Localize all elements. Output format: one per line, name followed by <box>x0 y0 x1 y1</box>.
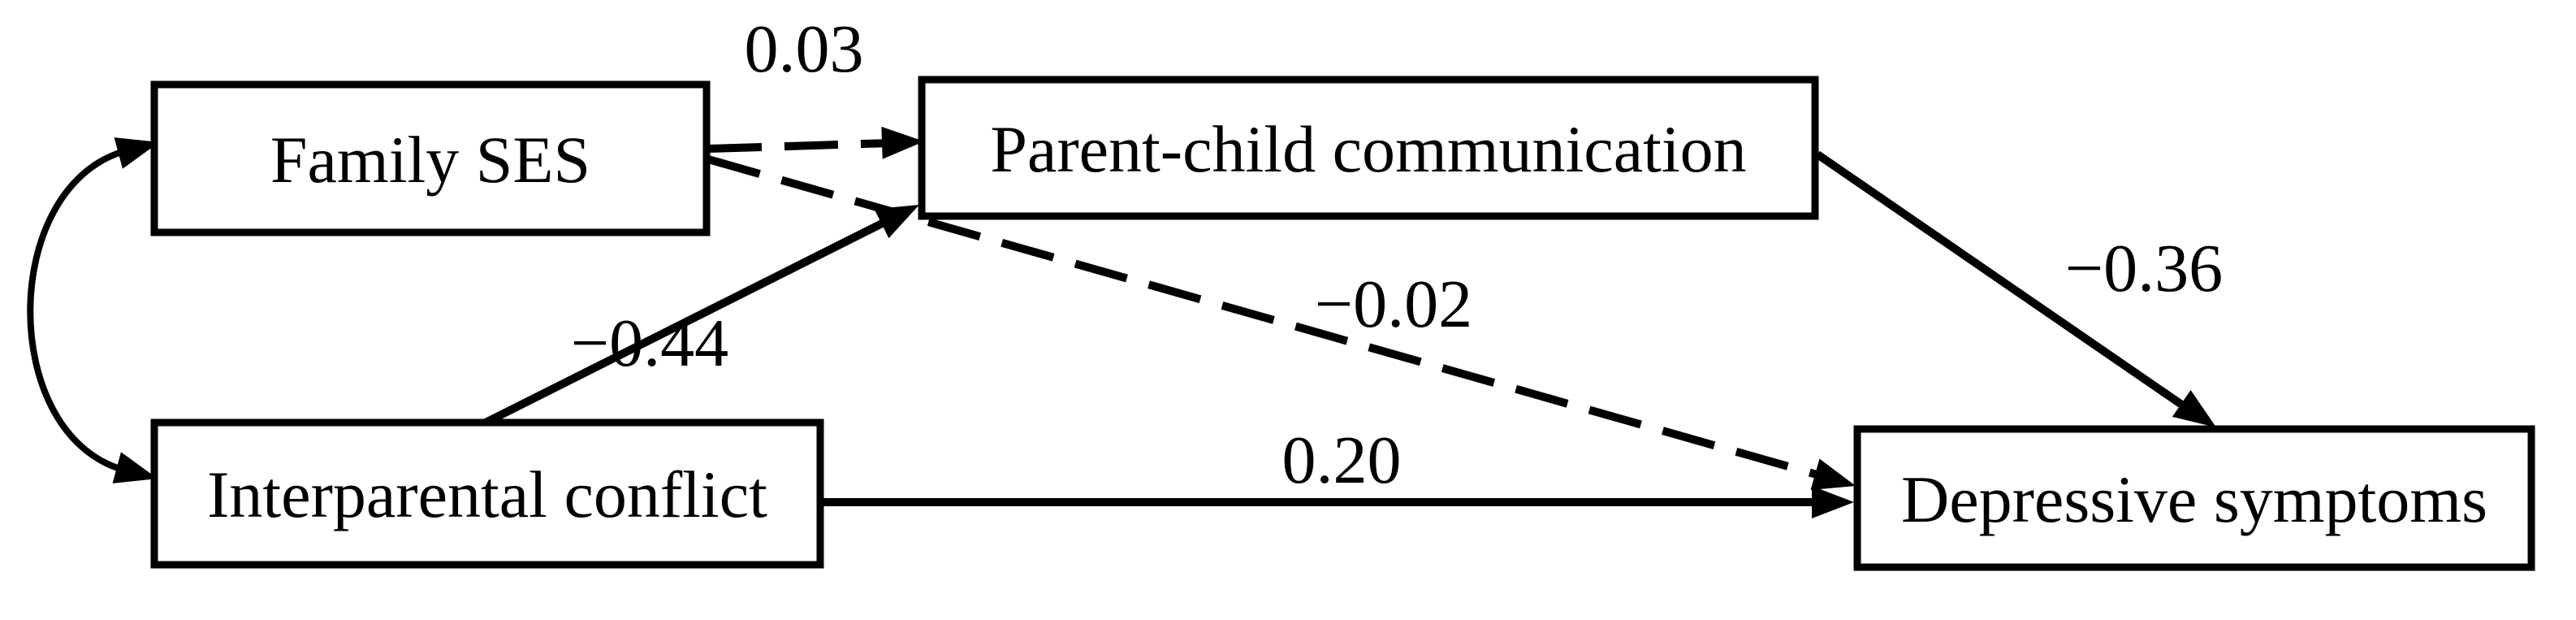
node-box <box>918 76 1819 220</box>
coefficient-label-communication-depressive: −0.36 <box>2065 231 2223 306</box>
solid-line <box>483 218 888 427</box>
edge-conflict-to-communication <box>483 205 919 427</box>
edge-communication-to-depressive <box>1815 150 2216 427</box>
edge-familyses-to-communication <box>707 126 924 159</box>
covariance-curve-line <box>27 149 123 472</box>
node-label: Interparental conflict <box>207 457 767 531</box>
node-label: Depressive symptoms <box>1901 462 2487 536</box>
node-box <box>1853 425 2535 571</box>
coefficient-label-conflict-depressive: 0.20 <box>1282 423 1402 498</box>
edge-conflict-to-depressive <box>822 486 1854 518</box>
node-depressive-symptoms: Depressive symptoms <box>1853 425 2535 571</box>
coefficient-label-ses-communication: 0.03 <box>745 11 864 87</box>
arrowhead-icon <box>1812 486 1854 518</box>
arrowhead-icon <box>114 137 159 169</box>
solid-line <box>1815 150 2185 410</box>
node-parent-child-communication: Parent-child communication <box>918 76 1819 220</box>
arrowhead-icon <box>1810 458 1856 490</box>
edge-covariance-familyses-interparentalconflict <box>27 137 159 483</box>
node-box <box>150 418 824 569</box>
node-label: Parent-child communication <box>990 112 1746 186</box>
node-interparental-conflict: Interparental conflict <box>150 418 824 569</box>
coefficient-label-conflict-communication: −0.44 <box>571 306 728 381</box>
node-family-ses: Family SES <box>150 80 711 236</box>
coefficient-label-ses-depressive: −0.02 <box>1315 267 1472 342</box>
arrowhead-icon <box>112 452 158 483</box>
arrowhead-icon <box>881 126 924 159</box>
dashed-line <box>707 139 893 153</box>
node-label: Family SES <box>270 123 590 197</box>
arrowhead-icon <box>874 205 919 239</box>
node-box <box>150 80 711 236</box>
arrowhead-icon <box>2172 390 2216 427</box>
